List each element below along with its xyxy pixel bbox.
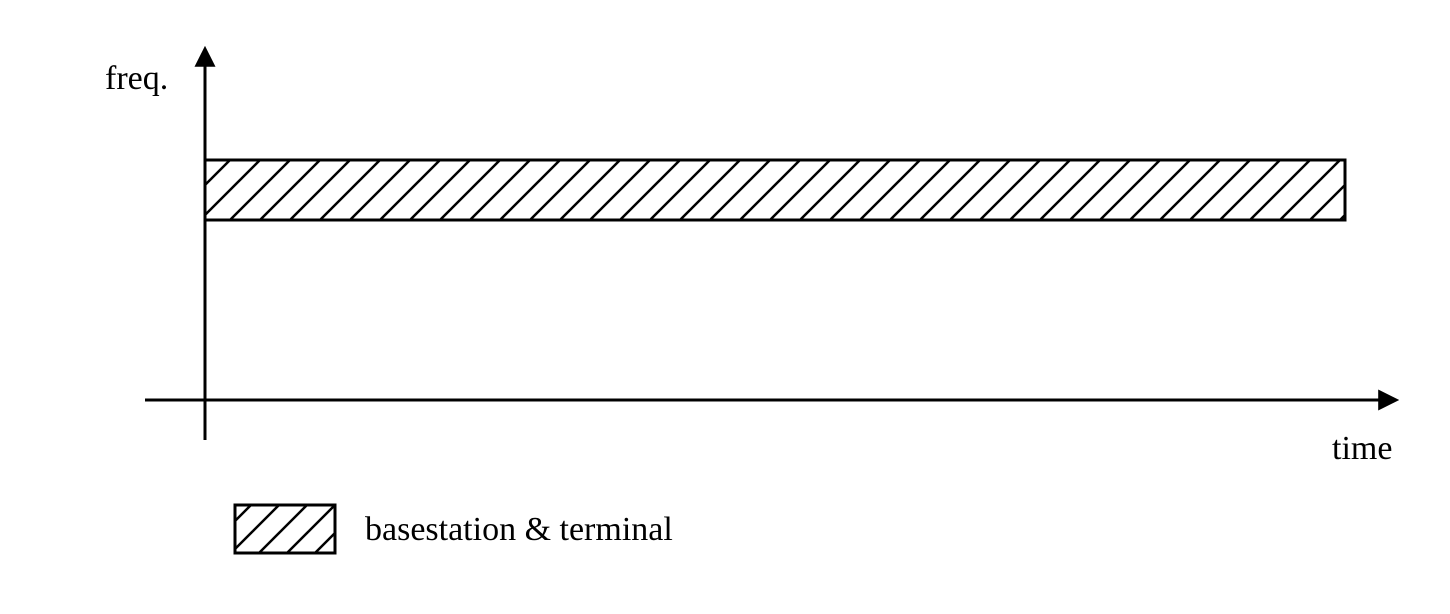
diagram-container: freq. time basestation & terminal [0,0,1450,614]
legend-swatch [235,505,335,553]
legend-label: basestation & terminal [365,511,673,549]
x-axis-label: time [1332,430,1392,468]
frequency-band [205,160,1345,220]
y-axis-label: freq. [105,60,168,98]
diagram-svg [0,0,1450,614]
